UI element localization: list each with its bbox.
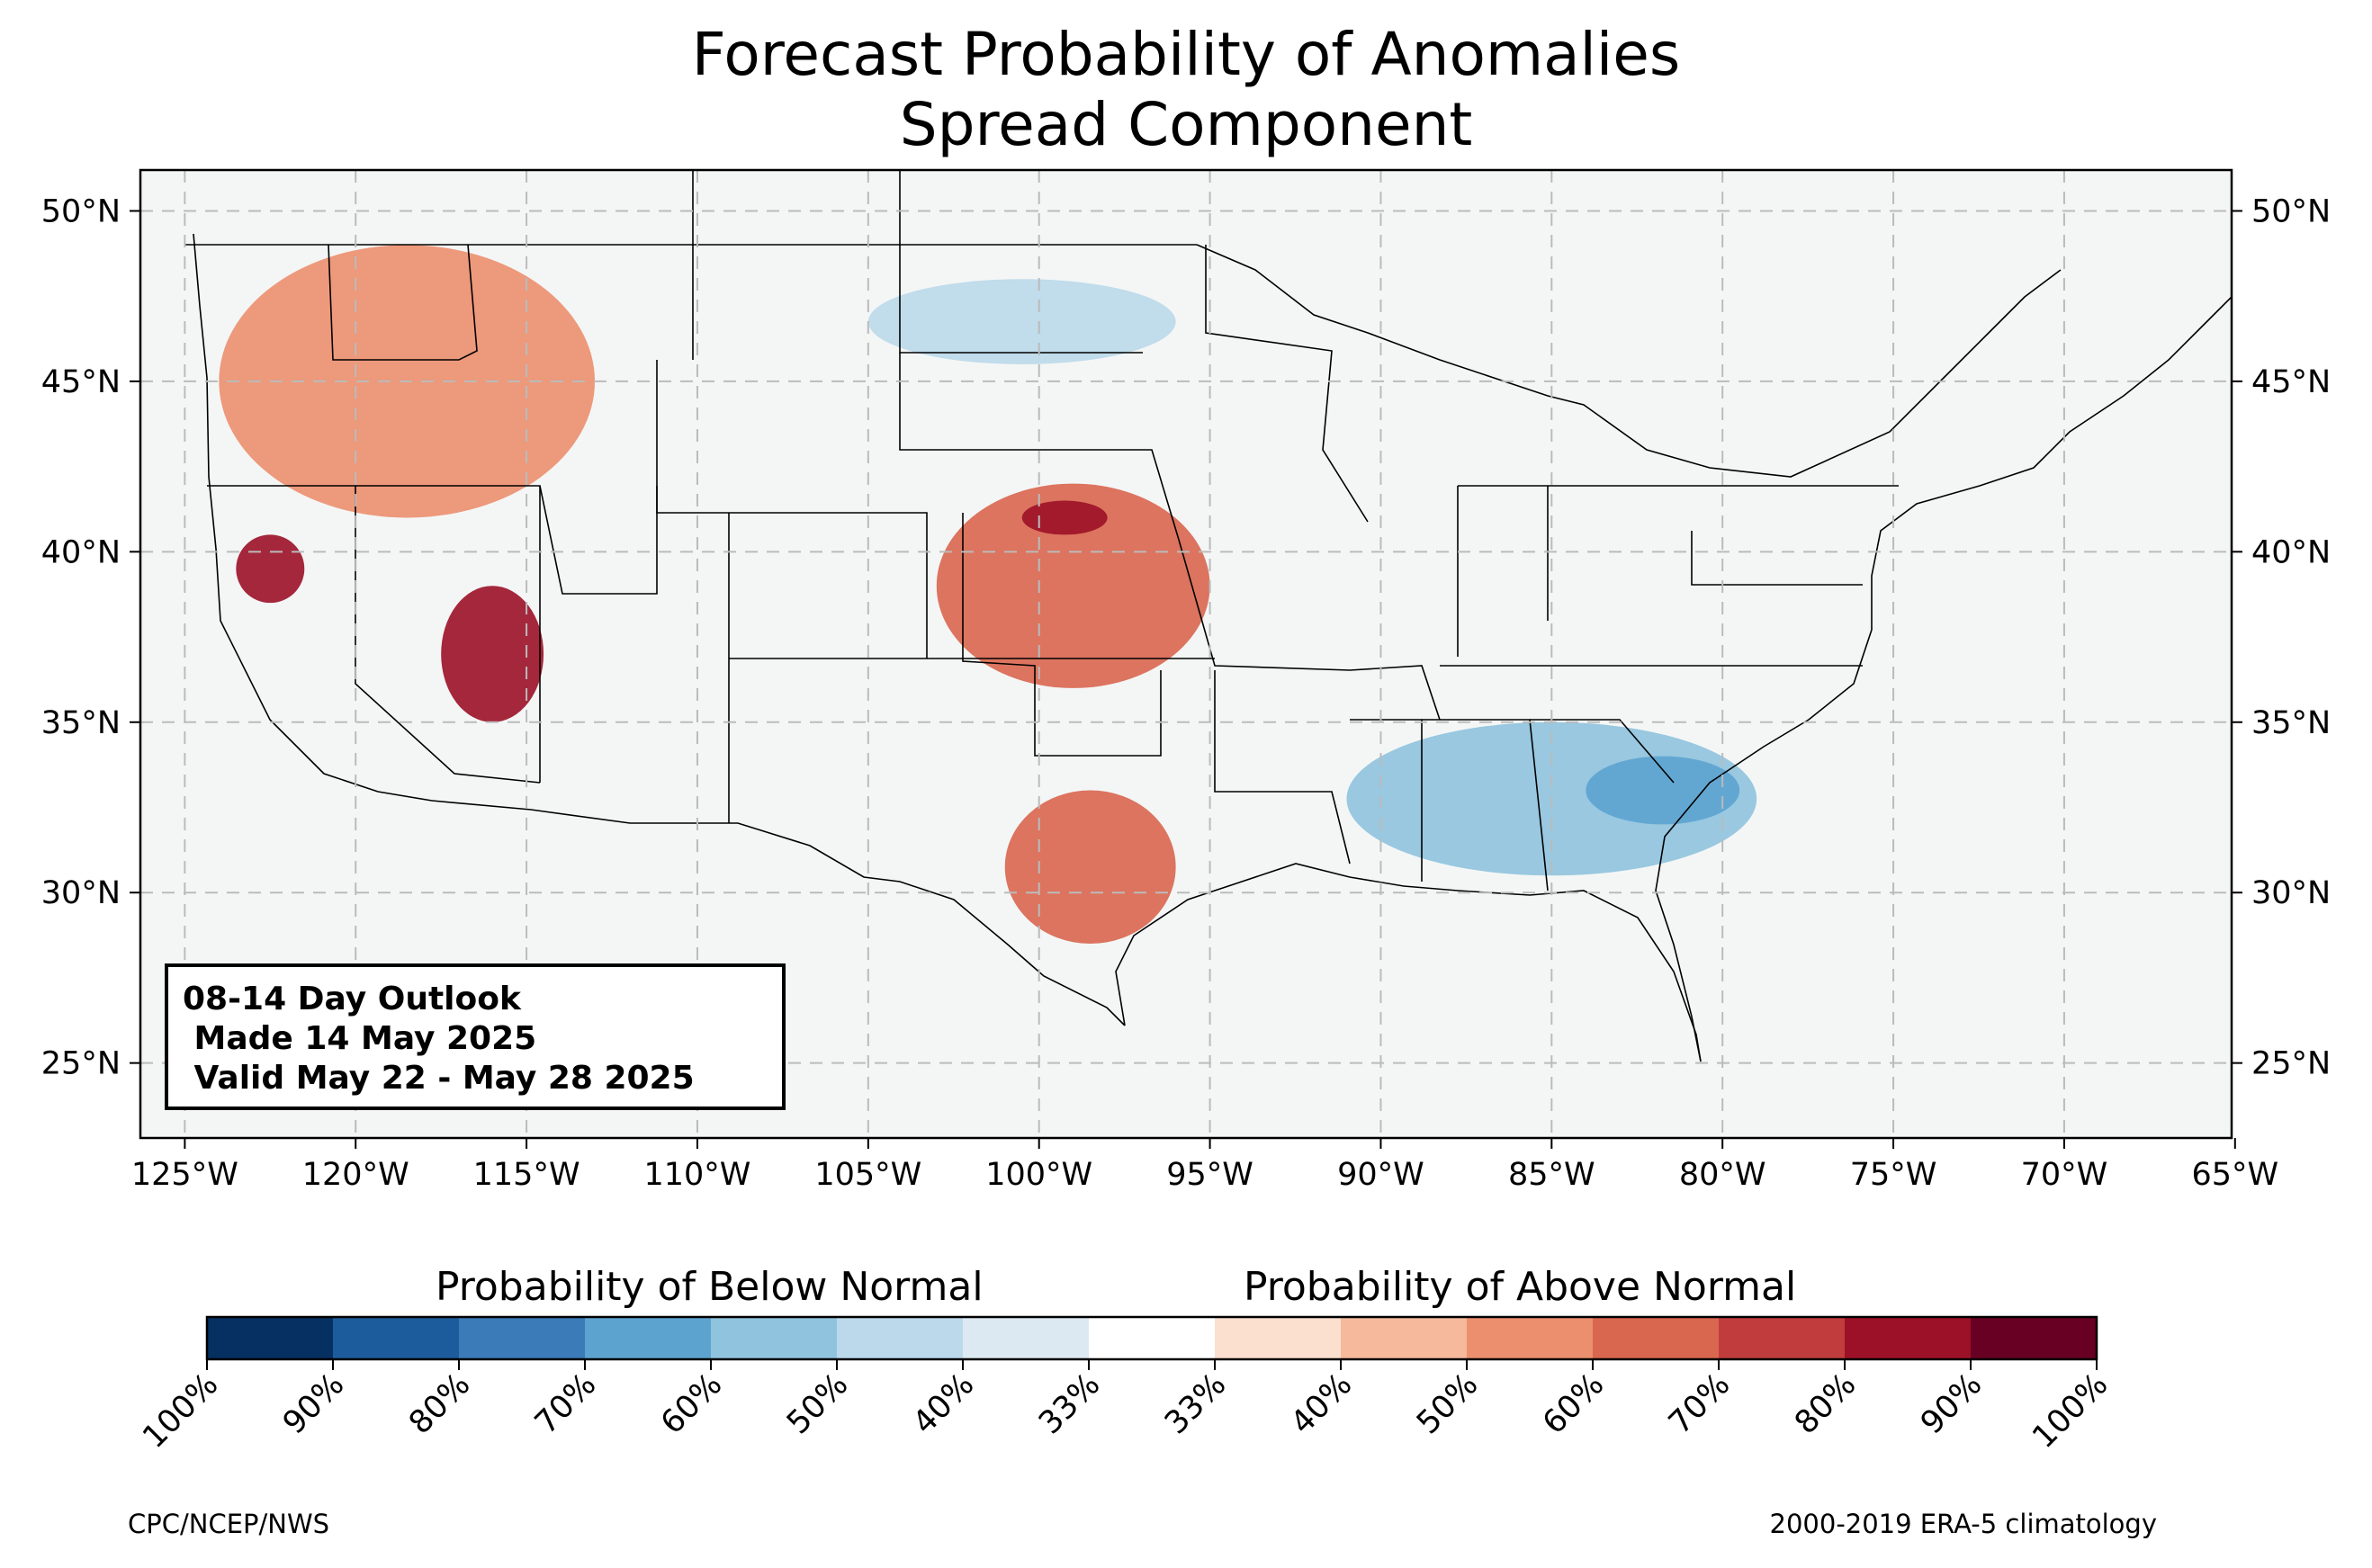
state-borders <box>184 171 2232 1062</box>
outlook-valid-range: Valid May 22 - May 28 2025 <box>183 1060 695 1097</box>
lon-tick-label: 95°W <box>1166 1157 1253 1193</box>
lat-tick-label-right: 25°N <box>2251 1046 2331 1082</box>
lat-tick-label-left: 30°N <box>41 875 121 911</box>
lon-tick-label: 105°W <box>814 1157 921 1193</box>
map-gridlines <box>140 170 2232 1138</box>
colorbar-above-heading: Probability of Above Normal <box>1244 1264 1797 1310</box>
anomaly-region-3 <box>936 483 1210 688</box>
title-line-1: Forecast Probability of Anomalies <box>691 20 1681 89</box>
anomaly-region-1 <box>236 534 305 604</box>
lon-tick-label: 100°W <box>985 1157 1092 1193</box>
lat-tick-label-left: 25°N <box>41 1046 121 1082</box>
anomaly-region-4 <box>1021 500 1108 535</box>
footer-climatology: 2000-2019 ERA-5 climatology <box>1769 1509 2157 1539</box>
map-frame <box>139 168 2233 1140</box>
lat-tick-label-left: 45°N <box>41 364 121 400</box>
outlook-info-box: 08-14 Day Outlook Made 14 May 2025 Valid… <box>165 963 786 1110</box>
anomaly-region-2 <box>441 586 544 722</box>
title-line-2: Spread Component <box>899 90 1473 159</box>
anomaly-region-8 <box>867 279 1176 364</box>
lat-tick-label-left: 50°N <box>41 193 121 229</box>
chart-title: Forecast Probability of Anomalies Spread… <box>0 20 2372 160</box>
lat-tick-label-right: 35°N <box>2251 705 2331 741</box>
lat-tick-label-right: 45°N <box>2251 364 2331 400</box>
lat-tick-label-left: 35°N <box>41 705 121 741</box>
outlook-period: 08-14 Day Outlook <box>183 981 521 1017</box>
anomaly-region-7 <box>1586 756 1740 825</box>
lon-tick-label: 65°W <box>2191 1157 2278 1193</box>
lat-tick-label-left: 40°N <box>41 534 121 570</box>
lon-tick-label: 110°W <box>644 1157 751 1193</box>
lon-tick-label: 70°W <box>2021 1157 2108 1193</box>
lon-tick-label: 125°W <box>131 1157 238 1193</box>
outlook-made-date: Made 14 May 2025 <box>183 1020 537 1057</box>
footer-source: CPC/NCEP/NWS <box>128 1509 330 1539</box>
lat-tick-label-right: 50°N <box>2251 193 2331 229</box>
map-ticks: 125°W 120°W 115°W 110°W 105°W 100°W 95°W 90°W 85… <box>41 193 2331 1193</box>
lat-tick-label-right: 30°N <box>2251 875 2331 911</box>
lon-tick-label: 115°W <box>473 1157 580 1193</box>
lon-tick-label: 90°W <box>1337 1157 1424 1193</box>
lon-tick-label: 120°W <box>302 1157 409 1193</box>
lon-tick-label: 80°W <box>1679 1157 1766 1193</box>
lon-tick-label: 85°W <box>1508 1157 1595 1193</box>
lat-tick-label-right: 40°N <box>2251 534 2331 570</box>
colorbar-below-heading: Probability of Below Normal <box>436 1264 984 1310</box>
anomaly-region-5 <box>1004 790 1176 945</box>
lon-tick-label: 75°W <box>1850 1157 1937 1193</box>
